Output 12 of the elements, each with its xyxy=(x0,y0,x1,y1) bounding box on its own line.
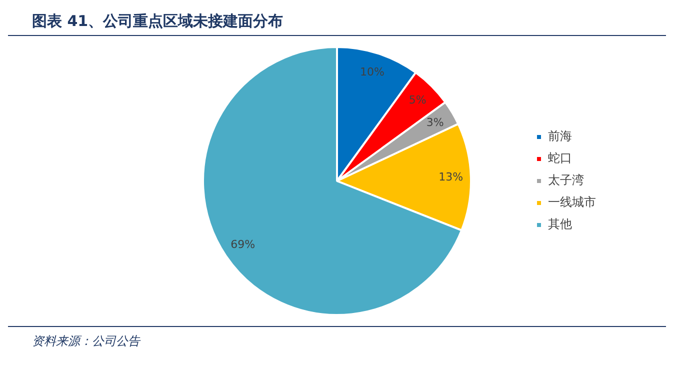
legend-label: 其他 xyxy=(548,217,572,232)
data-label: 13% xyxy=(438,170,464,184)
data-label: 5% xyxy=(408,93,426,106)
legend-label: 一线城市 xyxy=(548,195,596,210)
data-label: 69% xyxy=(230,238,256,251)
chart-title: 图表 41、公司重点区域未接建面分布 xyxy=(8,8,666,36)
legend-label: 前海 xyxy=(548,129,572,144)
data-label: 3% xyxy=(426,116,444,129)
legend-label: 太子湾 xyxy=(548,173,584,188)
legend-label: 蛇口 xyxy=(548,151,572,166)
data-label: 10% xyxy=(360,66,384,79)
text: 资料来源：公司公告 xyxy=(8,327,666,350)
